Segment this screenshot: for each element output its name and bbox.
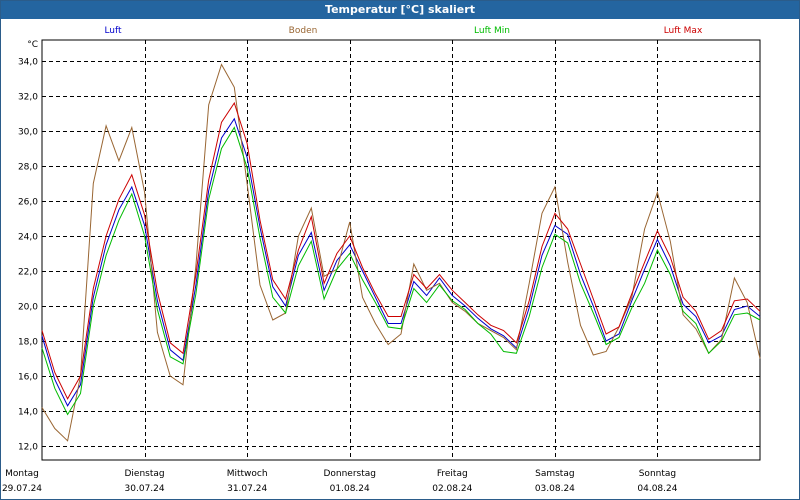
y-tick-label: 26,0 [18, 198, 38, 208]
y-tick-label: 30,0 [18, 128, 38, 138]
y-tick-label: 24,0 [18, 233, 38, 243]
legend-entry: Boden [289, 26, 318, 36]
date-label: 29.07.24 [2, 484, 42, 494]
date-label: 01.08.24 [330, 484, 370, 494]
day-label: Freitag [437, 469, 468, 479]
series-line [41, 126, 761, 416]
y-tick-label: 18,0 [18, 338, 38, 348]
date-label: 02.08.24 [432, 484, 472, 494]
window-title: Temperatur [°C] skaliert [1, 1, 799, 19]
date-label: 04.08.24 [637, 484, 677, 494]
series-line [41, 63, 761, 442]
y-tick-label: 34,0 [18, 58, 38, 68]
date-label: 31.07.24 [227, 484, 267, 494]
y-tick-label: 20,0 [18, 303, 38, 313]
legend-entry: Luft Max [664, 26, 703, 36]
y-tick-label: 12,0 [18, 443, 38, 453]
series-line [41, 101, 761, 400]
date-label: 30.07.24 [125, 484, 165, 494]
series-line [41, 117, 761, 407]
legend-entry: Luft Min [474, 26, 510, 36]
day-label: Mittwoch [227, 469, 268, 479]
legend-entry: Luft [104, 26, 122, 36]
y-tick-label: 16,0 [18, 373, 38, 383]
day-label: Sonntag [639, 469, 676, 479]
date-label: 03.08.24 [535, 484, 575, 494]
day-label: Montag [5, 469, 39, 479]
day-label: Donnerstag [323, 469, 376, 479]
y-tick-label: 28,0 [18, 163, 38, 173]
y-tick-label: 32,0 [18, 93, 38, 103]
y-tick-label: 22,0 [18, 268, 38, 278]
day-label: Dienstag [125, 469, 165, 479]
y-unit-label: °C [27, 40, 38, 50]
day-label: Samstag [535, 469, 574, 479]
y-tick-label: 14,0 [18, 408, 38, 418]
